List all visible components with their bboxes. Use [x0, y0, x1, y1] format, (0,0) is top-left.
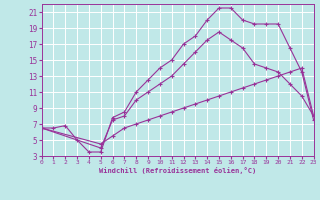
X-axis label: Windchill (Refroidissement éolien,°C): Windchill (Refroidissement éolien,°C) [99, 167, 256, 174]
